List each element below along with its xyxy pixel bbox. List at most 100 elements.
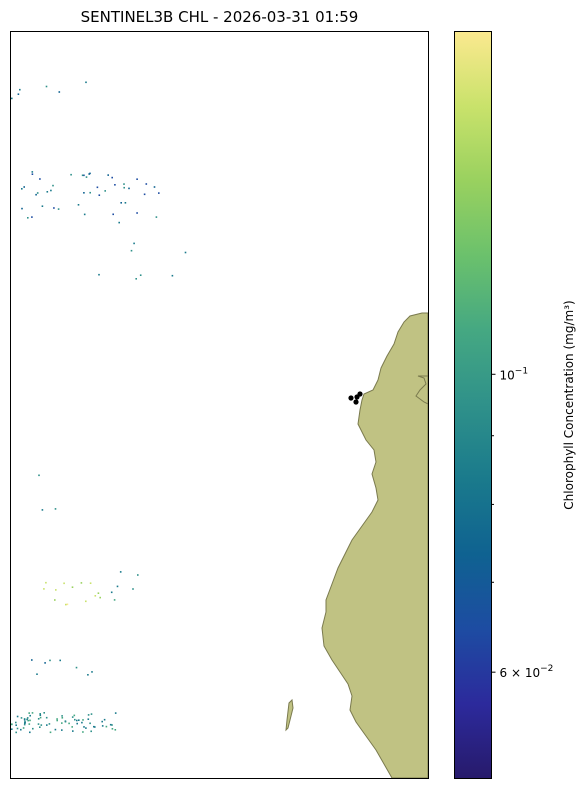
chl-pixel bbox=[63, 582, 65, 585]
chl-pixel bbox=[155, 216, 158, 218]
chl-pixel bbox=[54, 728, 57, 731]
chl-pixel bbox=[73, 714, 76, 717]
chl-pixel bbox=[21, 188, 23, 190]
chl-pixel bbox=[37, 723, 40, 725]
colorbar-gradient bbox=[454, 31, 492, 779]
chl-pixel bbox=[29, 719, 31, 722]
station-2-marker bbox=[353, 399, 359, 405]
chl-pixel bbox=[81, 174, 84, 177]
chl-pixel bbox=[39, 714, 42, 716]
chl-pixel bbox=[27, 719, 29, 722]
chl-pixel bbox=[54, 599, 56, 601]
chl-pixel bbox=[136, 178, 138, 180]
colorbar-frame bbox=[454, 31, 492, 779]
chl-pixel bbox=[107, 174, 109, 176]
chl-pixel bbox=[45, 581, 47, 584]
chl-pixel bbox=[74, 718, 76, 721]
chl-pixel bbox=[37, 718, 40, 720]
chl-pixel bbox=[90, 713, 93, 715]
chl-pixel bbox=[44, 662, 46, 664]
chl-pixel bbox=[56, 719, 58, 722]
chl-pixel bbox=[43, 588, 45, 590]
chl-pixel bbox=[20, 728, 22, 731]
chl-pixel bbox=[103, 718, 106, 721]
chl-pixel bbox=[97, 592, 100, 594]
chl-pixel bbox=[116, 585, 119, 588]
chl-pixel bbox=[85, 600, 87, 603]
chl-pixel bbox=[40, 724, 43, 726]
chl-pixel bbox=[61, 715, 63, 717]
chl-pixel bbox=[91, 671, 93, 673]
chl-pixel bbox=[139, 274, 142, 276]
chl-pixel bbox=[85, 81, 87, 84]
chl-pixel bbox=[99, 596, 101, 599]
chl-pixel bbox=[184, 251, 187, 254]
chl-pixel bbox=[20, 717, 23, 719]
chl-pixel bbox=[50, 189, 52, 192]
colorbar: 10−1 6 × 10−2 Chlorophyll Concentration (… bbox=[454, 31, 576, 779]
chl-pixel bbox=[15, 731, 17, 734]
chl-pixel bbox=[76, 719, 78, 722]
chl-pixel bbox=[114, 184, 116, 186]
chl-pixel bbox=[82, 731, 84, 733]
chl-pixel bbox=[23, 719, 26, 721]
chl-pixel bbox=[35, 193, 37, 196]
chl-pixel bbox=[87, 718, 90, 720]
chl-pixel bbox=[31, 216, 33, 218]
chl-pixel bbox=[19, 88, 21, 91]
chl-pixel bbox=[111, 724, 113, 726]
map-frame bbox=[10, 31, 429, 779]
chl-pixel bbox=[111, 176, 113, 179]
chl-pixel bbox=[36, 192, 39, 194]
chl-pixel bbox=[83, 726, 85, 728]
chl-pixel bbox=[101, 720, 103, 723]
chl-pixel bbox=[88, 173, 90, 175]
chl-pixel bbox=[94, 595, 97, 597]
chl-pixel bbox=[111, 728, 114, 730]
chl-pixel bbox=[120, 202, 122, 204]
chl-pixel bbox=[56, 718, 58, 720]
chl-pixel bbox=[28, 723, 31, 725]
chl-pixel bbox=[46, 724, 48, 726]
chl-pixel bbox=[98, 273, 100, 276]
chl-pixel bbox=[31, 173, 34, 175]
island bbox=[285, 698, 294, 732]
chl-pixel bbox=[22, 727, 25, 729]
chl-pixel bbox=[87, 714, 90, 716]
chl-pixel bbox=[15, 724, 17, 726]
chl-pixel bbox=[135, 278, 137, 280]
chl-pixel bbox=[70, 173, 72, 176]
chl-pixel bbox=[83, 213, 86, 216]
chl-pixel bbox=[52, 184, 54, 187]
chl-pixel bbox=[39, 716, 42, 719]
chl-pixel bbox=[119, 571, 122, 573]
chl-pixel bbox=[65, 603, 67, 606]
chl-pixel bbox=[90, 730, 92, 733]
chl-pixel bbox=[83, 192, 85, 194]
chl-pixel bbox=[64, 720, 67, 723]
chl-pixel bbox=[45, 85, 48, 88]
chl-pixel bbox=[27, 217, 29, 219]
chl-pixel bbox=[29, 714, 31, 717]
chl-pixel bbox=[36, 673, 38, 675]
chl-pixel bbox=[41, 509, 44, 511]
chl-pixel bbox=[89, 722, 91, 725]
chl-pixel bbox=[21, 207, 23, 210]
chl-pixel bbox=[29, 731, 31, 734]
station-1-marker bbox=[348, 395, 354, 401]
chl-pixel bbox=[112, 213, 114, 216]
chl-pixel bbox=[53, 207, 55, 209]
chl-pixel bbox=[43, 712, 45, 714]
chl-pixel bbox=[31, 659, 33, 661]
chl-pixel bbox=[23, 718, 26, 720]
chl-pixel bbox=[49, 659, 51, 662]
chl-pixel bbox=[23, 186, 25, 188]
chl-pixel bbox=[136, 212, 138, 214]
chl-pixel bbox=[46, 191, 49, 193]
chl-pixel bbox=[26, 717, 29, 719]
chl-pixel bbox=[58, 91, 61, 93]
chl-pixel bbox=[114, 729, 117, 731]
chl-pixel bbox=[24, 720, 26, 723]
chl-pixel bbox=[71, 716, 74, 718]
chl-pixel bbox=[48, 723, 51, 725]
